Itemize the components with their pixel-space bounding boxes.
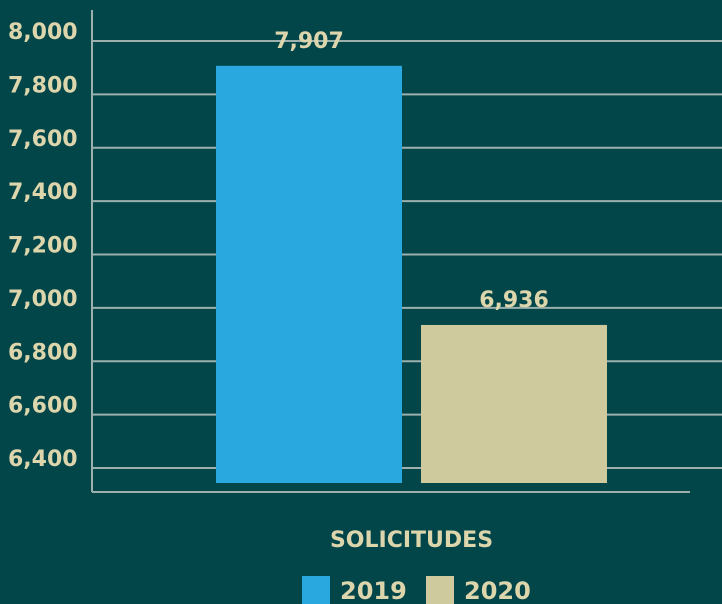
x-tick-label: SOLICITUDES	[330, 528, 493, 553]
y-tick-label: 7,000	[8, 287, 78, 312]
legend-swatch	[302, 576, 330, 604]
y-tick-label: 6,600	[8, 394, 78, 419]
y-tick-label: 6,800	[8, 340, 78, 365]
bar	[216, 65, 402, 484]
y-tick-label: 7,200	[8, 234, 78, 259]
legend-label: 2020	[464, 577, 531, 604]
y-tick-label: 7,600	[8, 127, 78, 152]
legend-label: 2019	[340, 577, 407, 604]
y-tick-label: 8,000	[8, 20, 78, 45]
legend-swatch	[426, 576, 454, 604]
value-label: 6,936	[479, 288, 549, 313]
value-label: 7,907	[274, 29, 344, 54]
y-tick-label: 7,400	[8, 180, 78, 205]
bar	[421, 324, 607, 483]
y-tick-label: 7,800	[8, 73, 78, 98]
y-tick-label: 6,400	[8, 447, 78, 472]
